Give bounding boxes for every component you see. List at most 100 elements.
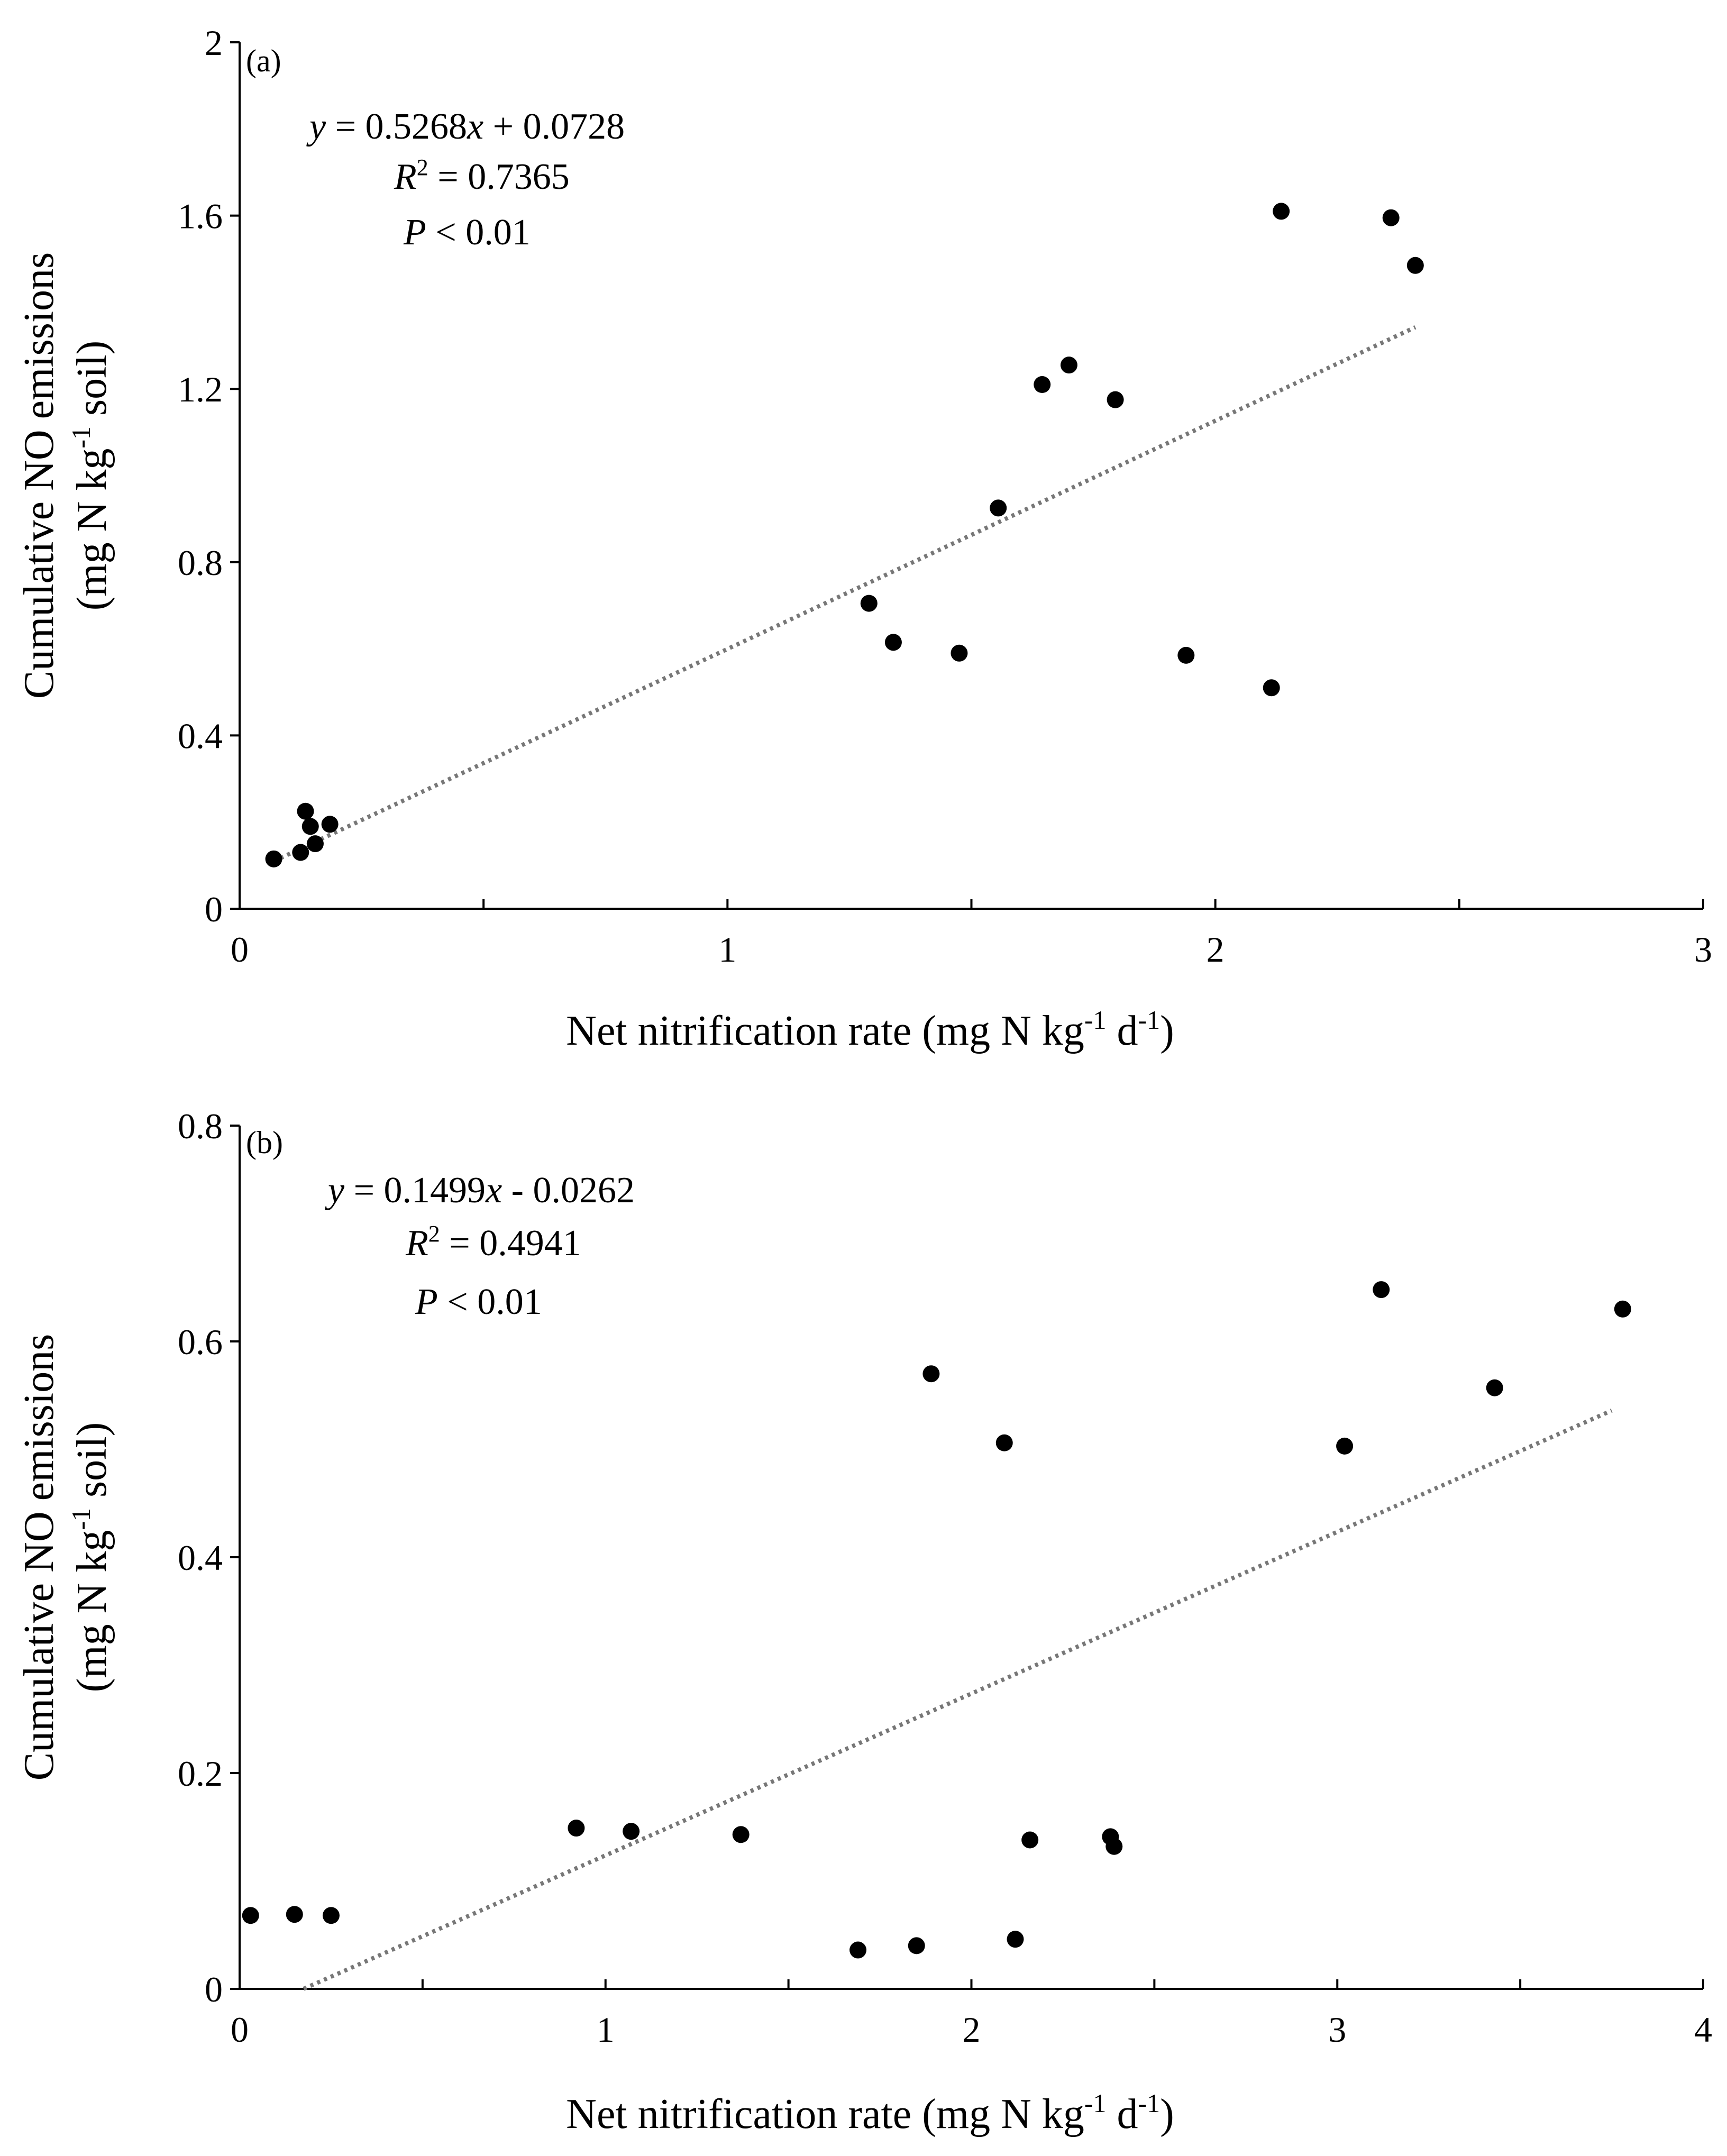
- panel-b-data-point: [1373, 1281, 1390, 1299]
- panel-a-y-tick-label: 0.8: [178, 543, 223, 583]
- panel-b-eq-x: x: [485, 1170, 502, 1211]
- panel-b-data-point: [732, 1826, 750, 1843]
- panel-a-y-tick-label: 0.4: [178, 716, 223, 756]
- panel-a-data-point: [1382, 209, 1400, 226]
- panel-b-r2-sup: 2: [428, 1221, 440, 1247]
- panel-b-y-tick-label: 0.6: [178, 1322, 223, 1362]
- panel-b-eq-y: y: [325, 1170, 345, 1211]
- panel-a-eq-tail: + 0.0728: [483, 106, 625, 147]
- panel-b-xlabel-end: ): [1160, 2091, 1174, 2137]
- panel-a-data-point: [297, 802, 314, 820]
- panel-a-y-tick-label: 1.2: [178, 369, 223, 409]
- panel-b-y-ticks: 0 0.2 0.4 0.6 0.8: [178, 1106, 240, 2009]
- panel-a-y-axis-title: Cumulative NO emissions (mg N kg-1 soil): [16, 252, 115, 699]
- panel-a-data-point: [1107, 391, 1124, 408]
- panel-b-x-tick-label: 2: [963, 2009, 981, 2050]
- panel-b-x-tick-label: 3: [1328, 2009, 1346, 2050]
- panel-a-data-point: [860, 595, 878, 612]
- panel-a: 0 0.4 0.8 1.2 1.6 2 0 1 2 3 (a) y = 0.5268x + 0.…: [16, 23, 1712, 1054]
- panel-a-data-point: [301, 818, 319, 835]
- panel-a-data-point: [1273, 203, 1290, 220]
- panel-b-data-point: [242, 1907, 259, 1924]
- panel-a-ylabel-line2-sup: -1: [66, 426, 96, 449]
- panel-a-data-point: [951, 644, 968, 662]
- panel-a-y-ticks: 0 0.4 0.8 1.2 1.6 2: [178, 23, 240, 929]
- panel-b-r2-value: = 0.4941: [440, 1223, 581, 1264]
- panel-a-equation: y = 0.5268x + 0.0728: [306, 106, 625, 147]
- panel-a-p-value: < 0.01: [426, 212, 531, 253]
- panel-a-x-axis-title: Net nitrification rate (mg N kg-1 d-1): [566, 1005, 1174, 1054]
- panel-b-xlabel-sup2: -1: [1138, 2088, 1161, 2118]
- panel-a-data-point: [292, 844, 309, 861]
- panel-a-y-tick-label: 1.6: [178, 196, 223, 236]
- panel-a-ylabel-line2-end: soil): [69, 341, 115, 426]
- panel-a-points: [265, 203, 1424, 867]
- panel-a-eq-y: y: [306, 106, 326, 147]
- panel-b-data-point: [1105, 1838, 1123, 1855]
- panel-a-trendline: [272, 325, 1417, 863]
- panel-a-data-point: [1060, 357, 1077, 374]
- panel-a-x-tick-label: 1: [718, 929, 736, 970]
- panel-b: 0 0.2 0.4 0.6 0.8 0 1 2 3 4 (b) y = 0.1499x - 0.…: [16, 1106, 1712, 2137]
- panel-b-r2: R2 = 0.4941: [405, 1221, 581, 1264]
- panel-b-y-tick-label: 0.8: [178, 1106, 223, 1146]
- panel-b-label: (b): [246, 1125, 283, 1160]
- panel-b-ylabel-line2-sup: -1: [66, 1508, 96, 1530]
- panel-b-p: P < 0.01: [415, 1282, 542, 1322]
- panel-b-data-point: [849, 1941, 867, 1959]
- panel-a-x-ticks: 0 1 2 3: [231, 899, 1712, 970]
- panel-a-data-point: [1406, 257, 1424, 274]
- panel-b-eq-rhs: = 0.1499: [344, 1170, 486, 1211]
- panel-a-ylabel-line2-main: (mg N kg: [69, 449, 115, 611]
- panel-b-data-point: [995, 1434, 1013, 1451]
- panel-a-data-point: [1263, 679, 1280, 697]
- panel-b-data-point: [1614, 1300, 1631, 1318]
- panel-a-r2-r: R: [394, 157, 417, 197]
- panel-b-data-point: [623, 1823, 640, 1840]
- panel-a-data-point: [265, 850, 282, 867]
- panel-a-x-tick-label: 0: [231, 929, 249, 970]
- panel-a-label: (a): [246, 43, 281, 78]
- panel-b-ylabel-line1: Cumulative NO emissions: [16, 1334, 62, 1780]
- panel-b-x-tick-label: 1: [597, 2009, 615, 2050]
- panel-a-eq-x: x: [467, 106, 483, 147]
- panel-a-ylabel-line1: Cumulative NO emissions: [16, 252, 62, 699]
- panel-b-data-point: [1336, 1437, 1354, 1455]
- panel-b-x-tick-label: 4: [1694, 2009, 1712, 2050]
- panel-b-y-axis-title: Cumulative NO emissions (mg N kg-1 soil): [16, 1334, 115, 1780]
- panel-a-x-tick-label: 3: [1694, 929, 1712, 970]
- panel-b-ylabel-line2-end: soil): [69, 1422, 115, 1508]
- panel-b-ylabel-line2: (mg N kg-1 soil): [66, 1422, 115, 1693]
- panel-a-data-point: [306, 835, 324, 853]
- panel-a-xlabel-end: ): [1160, 1008, 1174, 1054]
- panel-b-data-point: [1007, 1931, 1024, 1948]
- panel-a-data-point: [321, 816, 339, 833]
- panel-a-p: P < 0.01: [403, 212, 531, 253]
- panel-a-data-point: [990, 499, 1007, 517]
- panel-b-xlabel-main: Net nitrification rate (mg N kg: [566, 2091, 1084, 2137]
- panel-b-x-tick-label: 0: [231, 2009, 249, 2050]
- panel-a-xlabel-sup1: -1: [1084, 1005, 1107, 1035]
- panel-b-xlabel-mid: d: [1107, 2091, 1138, 2137]
- panel-b-points: [242, 1281, 1631, 1959]
- panel-b-data-point: [322, 1907, 340, 1924]
- panel-a-eq-rhs: = 0.5268: [326, 106, 467, 147]
- panel-a-data-point: [1034, 376, 1051, 394]
- panel-a-r2-value: = 0.7365: [428, 157, 570, 197]
- panel-b-data-point: [568, 1820, 585, 1837]
- panel-b-r2-r: R: [405, 1223, 428, 1264]
- panel-b-data-point: [1021, 1831, 1039, 1849]
- panel-a-data-point: [1177, 646, 1195, 664]
- panel-a-xlabel-main: Net nitrification rate (mg N kg: [566, 1008, 1084, 1054]
- panel-b-data-point: [922, 1365, 940, 1383]
- panel-b-p-symbol: P: [415, 1282, 438, 1322]
- panel-a-data-point: [884, 634, 902, 651]
- panel-b-x-ticks: 0 1 2 3 4: [231, 1979, 1712, 2050]
- panel-b-eq-tail: - 0.0262: [502, 1170, 635, 1211]
- panel-b-equation: y = 0.1499x - 0.0262: [325, 1170, 635, 1211]
- panel-b-data-point: [286, 1906, 303, 1923]
- panel-a-x-tick-label: 2: [1207, 929, 1225, 970]
- panel-a-y-tick-label: 0: [205, 889, 223, 929]
- panel-a-r2: R2 = 0.7365: [394, 154, 570, 197]
